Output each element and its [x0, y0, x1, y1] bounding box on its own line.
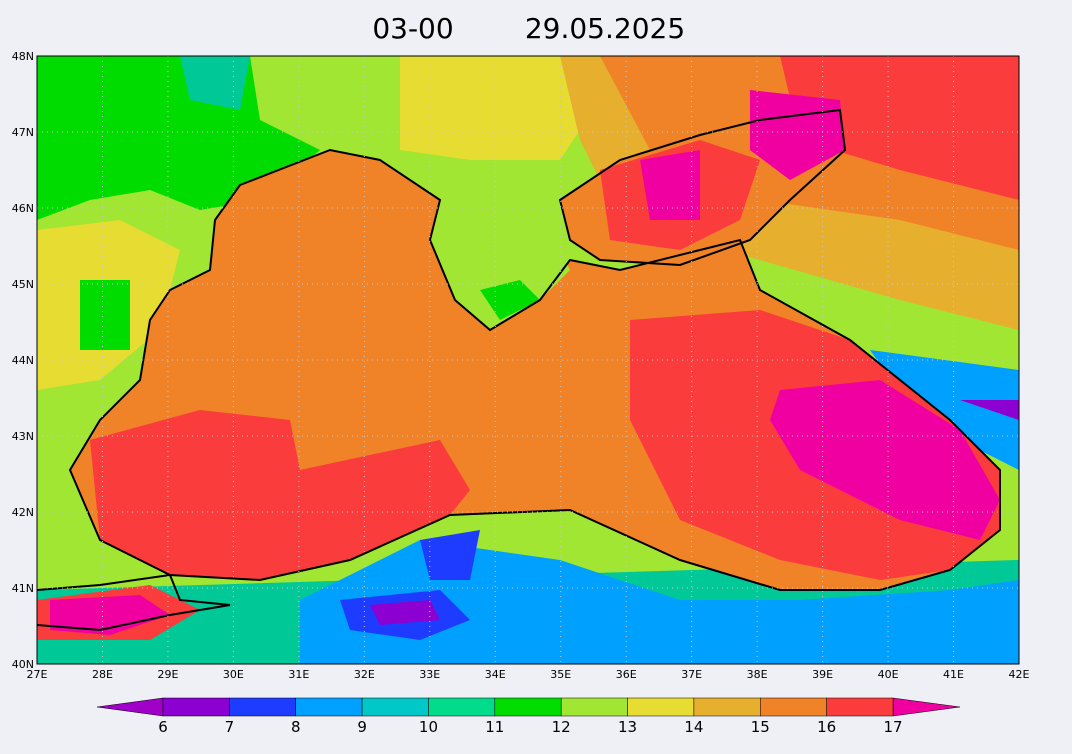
lon-label: 38E — [747, 668, 768, 681]
colorbar-segment — [295, 697, 363, 717]
temperature-field — [37, 56, 1019, 664]
lat-label: 48N — [12, 50, 34, 63]
lon-label: 29E — [157, 668, 178, 681]
lat-label: 42N — [12, 506, 34, 519]
colorbar-label: 6 — [158, 718, 168, 736]
lon-label: 30E — [223, 668, 244, 681]
lon-label: 36E — [616, 668, 637, 681]
lon-label: 39E — [812, 668, 833, 681]
colorbar-segment — [826, 697, 894, 717]
lon-label: 35E — [550, 668, 571, 681]
colorbar-label: 7 — [225, 718, 235, 736]
colorbar-segment — [428, 697, 496, 717]
lat-label: 40N — [12, 658, 34, 671]
lon-label: 42E — [1009, 668, 1030, 681]
colorbar: 6 7 8 9 10 11 12 13 14 15 16 17 — [96, 697, 961, 736]
colorbar-segment — [693, 697, 761, 717]
colorbar-segment — [760, 697, 827, 717]
colorbar-label: 9 — [357, 718, 367, 736]
lat-label: 45N — [12, 278, 34, 291]
lon-label: 31E — [288, 668, 309, 681]
lon-label: 37E — [681, 668, 702, 681]
lon-label: 28E — [92, 668, 113, 681]
colorbar-low-arrow — [96, 697, 164, 717]
colorbar-segment — [162, 697, 230, 717]
colorbar-label: 12 — [552, 718, 571, 736]
lon-label: 32E — [354, 668, 375, 681]
lon-label: 27E — [27, 668, 48, 681]
colorbar-label: 16 — [817, 718, 836, 736]
colorbar-segment — [361, 697, 429, 717]
lon-label: 40E — [878, 668, 899, 681]
lat-label: 41N — [12, 582, 34, 595]
colorbar-segment — [560, 697, 628, 717]
colorbar-label: 10 — [419, 718, 438, 736]
map-frame — [36, 55, 1020, 665]
title-date: 29.05.2025 — [525, 12, 685, 45]
colorbar-segment — [494, 697, 562, 717]
lon-label: 33E — [419, 668, 440, 681]
colorbar-label: 17 — [883, 718, 902, 736]
lat-label: 46N — [12, 202, 34, 215]
colorbar-segment — [627, 697, 695, 717]
lon-label: 34E — [485, 668, 506, 681]
colorbar-label: 11 — [485, 718, 504, 736]
lat-label: 47N — [12, 126, 34, 139]
lat-label: 44N — [12, 354, 34, 367]
lat-label: 43N — [12, 430, 34, 443]
title-time: 03-00 — [372, 12, 453, 45]
colorbar-label: 14 — [684, 718, 703, 736]
colorbar-high-arrow — [892, 697, 961, 717]
colorbar-label: 8 — [291, 718, 301, 736]
colorbar-segment — [229, 697, 296, 717]
colorbar-label: 13 — [618, 718, 637, 736]
colorbar-label: 15 — [751, 718, 770, 736]
lon-label: 41E — [943, 668, 964, 681]
